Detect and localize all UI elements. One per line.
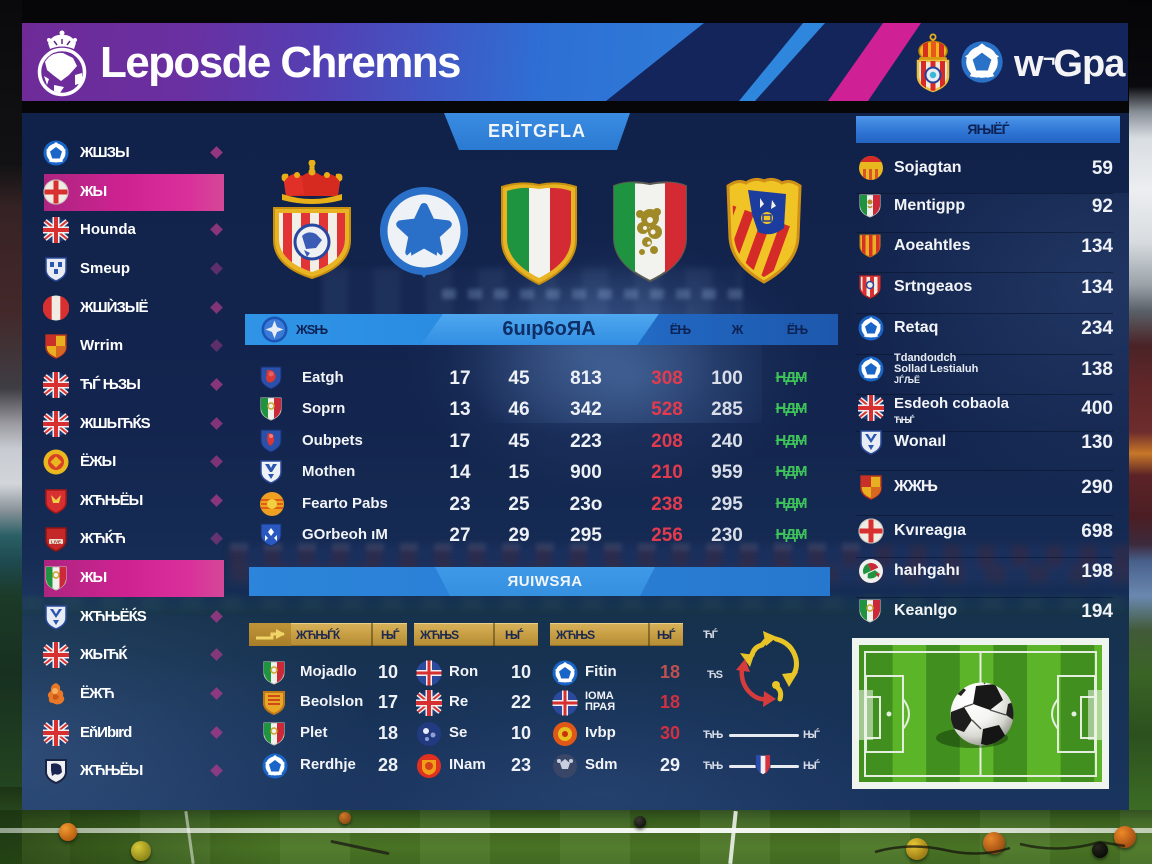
svg-text:LIVE: LIVE <box>51 540 61 545</box>
